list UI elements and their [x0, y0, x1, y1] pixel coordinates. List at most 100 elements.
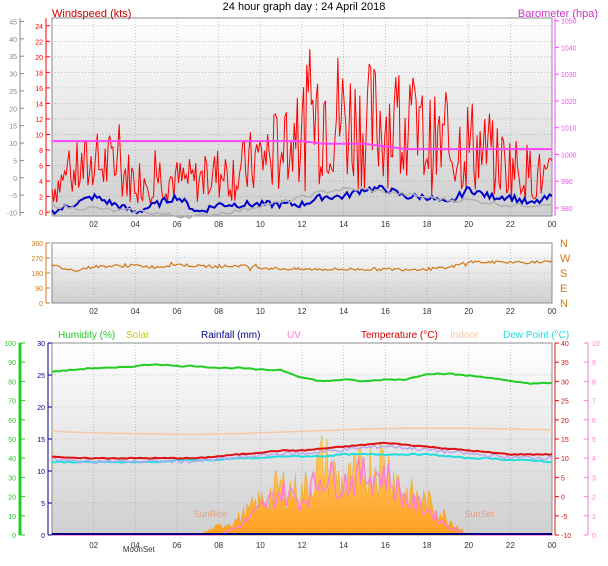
climate-legend-label: Solar [126, 330, 150, 341]
hour-tick-label: 06 [173, 220, 182, 229]
hour-tick-label: 08 [214, 541, 223, 550]
temperature-tick-label: 25 [561, 399, 569, 406]
humidity-tick-label: 30 [8, 475, 16, 482]
rain-tick-label: 25 [37, 373, 45, 380]
hour-tick-label: 04 [131, 307, 140, 316]
hour-tick-label: 12 [298, 541, 307, 550]
humidity-tick-label: 20 [8, 495, 16, 502]
hour-tick-label: 04 [131, 541, 140, 550]
compass-label: E [560, 283, 567, 295]
hour-tick-label: 18 [423, 307, 432, 316]
humidity-tick-label: 90 [8, 360, 16, 367]
uv-tick-label: 10 [592, 341, 600, 348]
wind-inner-tick-label: 20 [35, 55, 43, 62]
barometer-line [52, 140, 552, 151]
baro-tick-label: 980 [561, 206, 573, 213]
dir-tick-label: 270 [31, 256, 43, 263]
sunrise-label: SunRise [194, 509, 228, 519]
hour-tick-label: 14 [339, 220, 348, 229]
dir-tick-label: 90 [35, 286, 43, 293]
uv-tick-label: 8 [592, 379, 596, 386]
hour-tick-label: 00 [548, 307, 557, 316]
wind-inner-tick-label: 4 [39, 179, 43, 186]
wind-inner-tick-label: 12 [35, 117, 43, 124]
rain-tick-label: 20 [37, 405, 45, 412]
baro-tick-label: 1030 [561, 72, 577, 79]
wind-outer-tick-label: 40 [9, 37, 17, 44]
temperature-tick-label: 10 [561, 456, 569, 463]
windspeed-axis-label: Windspeed (kts) [52, 8, 131, 20]
rain-tick-label: 5 [41, 501, 45, 508]
hour-tick-label: 04 [131, 220, 140, 229]
hour-tick-label: 12 [298, 220, 307, 229]
baro-tick-label: 1000 [561, 152, 577, 159]
humidity-tick-label: 40 [8, 456, 16, 463]
wind-outer-tick-label: 0 [13, 176, 17, 183]
wind-outer-tick-label: 25 [9, 89, 17, 96]
hour-tick-label: 10 [256, 307, 265, 316]
uv-tick-label: 7 [592, 399, 596, 406]
climate-legend-label: Humidity (%) [58, 330, 115, 341]
climate-legend-label: Rainfall (mm) [201, 330, 260, 341]
moonset-label: MoonSet [123, 545, 156, 554]
hour-tick-label: 16 [381, 307, 390, 316]
wind-inner-tick-label: 0 [39, 210, 43, 217]
grey-series-line [51, 186, 553, 219]
uv-tick-label: 9 [592, 360, 596, 367]
hour-tick-label: 08 [214, 307, 223, 316]
wind-inner-tick-label: 6 [39, 164, 43, 171]
page-title: 24 hour graph day : 24 April 2018 [222, 1, 386, 13]
humidity-line [51, 363, 553, 385]
hour-tick-label: 20 [464, 541, 473, 550]
baro-tick-label: 1040 [561, 45, 577, 52]
humidity-tick-label: 60 [8, 418, 16, 425]
hour-tick-label: 18 [423, 541, 432, 550]
compass-label: S [560, 268, 567, 280]
hour-tick-label: 18 [423, 220, 432, 229]
hour-tick-label: 00 [548, 220, 557, 229]
wind-outer-tick-label: -5 [11, 193, 17, 200]
rain-tick-label: 15 [37, 437, 45, 444]
temperature-tick-label: 30 [561, 379, 569, 386]
wind-inner-tick-label: 10 [35, 132, 43, 139]
baro-tick-label: 990 [561, 179, 573, 186]
wind-direction-line [51, 259, 553, 273]
wind-inner-tick-label: 14 [35, 101, 43, 108]
rain-tick-label: 30 [37, 341, 45, 348]
hour-tick-label: 06 [173, 307, 182, 316]
hour-tick-label: 14 [339, 541, 348, 550]
temperature-tick-label: 5 [561, 475, 565, 482]
barometer-axis-label: Barometer (hpa) [518, 8, 598, 20]
hour-tick-label: 20 [464, 307, 473, 316]
temperature-line [51, 441, 553, 460]
uv-tick-label: 5 [592, 437, 596, 444]
climate-legend-label: UV [287, 330, 301, 341]
uv-tick-label: 4 [592, 456, 596, 463]
wind-inner-tick-label: 22 [35, 39, 43, 46]
hour-tick-label: 12 [298, 307, 307, 316]
hour-tick-label: 02 [89, 307, 98, 316]
hour-tick-label: 08 [214, 220, 223, 229]
uv-tick-label: 0 [592, 533, 596, 540]
climate-legend-label: Temperature (°C) [361, 330, 438, 341]
hour-tick-label: 06 [173, 541, 182, 550]
uv-tick-label: 2 [592, 495, 596, 502]
wind-outer-tick-label: 35 [9, 54, 17, 61]
wind-inner-tick-label: 16 [35, 86, 43, 93]
hour-tick-label: 22 [506, 541, 515, 550]
wind-outer-tick-label: -10 [7, 211, 17, 218]
wind-outer-tick-label: 15 [9, 124, 17, 131]
apparent-temperature-line [51, 444, 553, 464]
temperature-tick-label: -10 [561, 533, 571, 540]
rain-tick-label: 10 [37, 469, 45, 476]
rain-tick-label: 0 [41, 533, 45, 540]
baro-tick-label: 1050 [561, 19, 577, 26]
dir-tick-label: 360 [31, 241, 43, 248]
wind-outer-tick-label: 10 [9, 141, 17, 148]
compass-label: W [560, 253, 571, 265]
baro-tick-label: 1020 [561, 99, 577, 106]
dir-tick-label: 0 [39, 301, 43, 308]
climate-legend-label: Indoor [450, 330, 479, 341]
